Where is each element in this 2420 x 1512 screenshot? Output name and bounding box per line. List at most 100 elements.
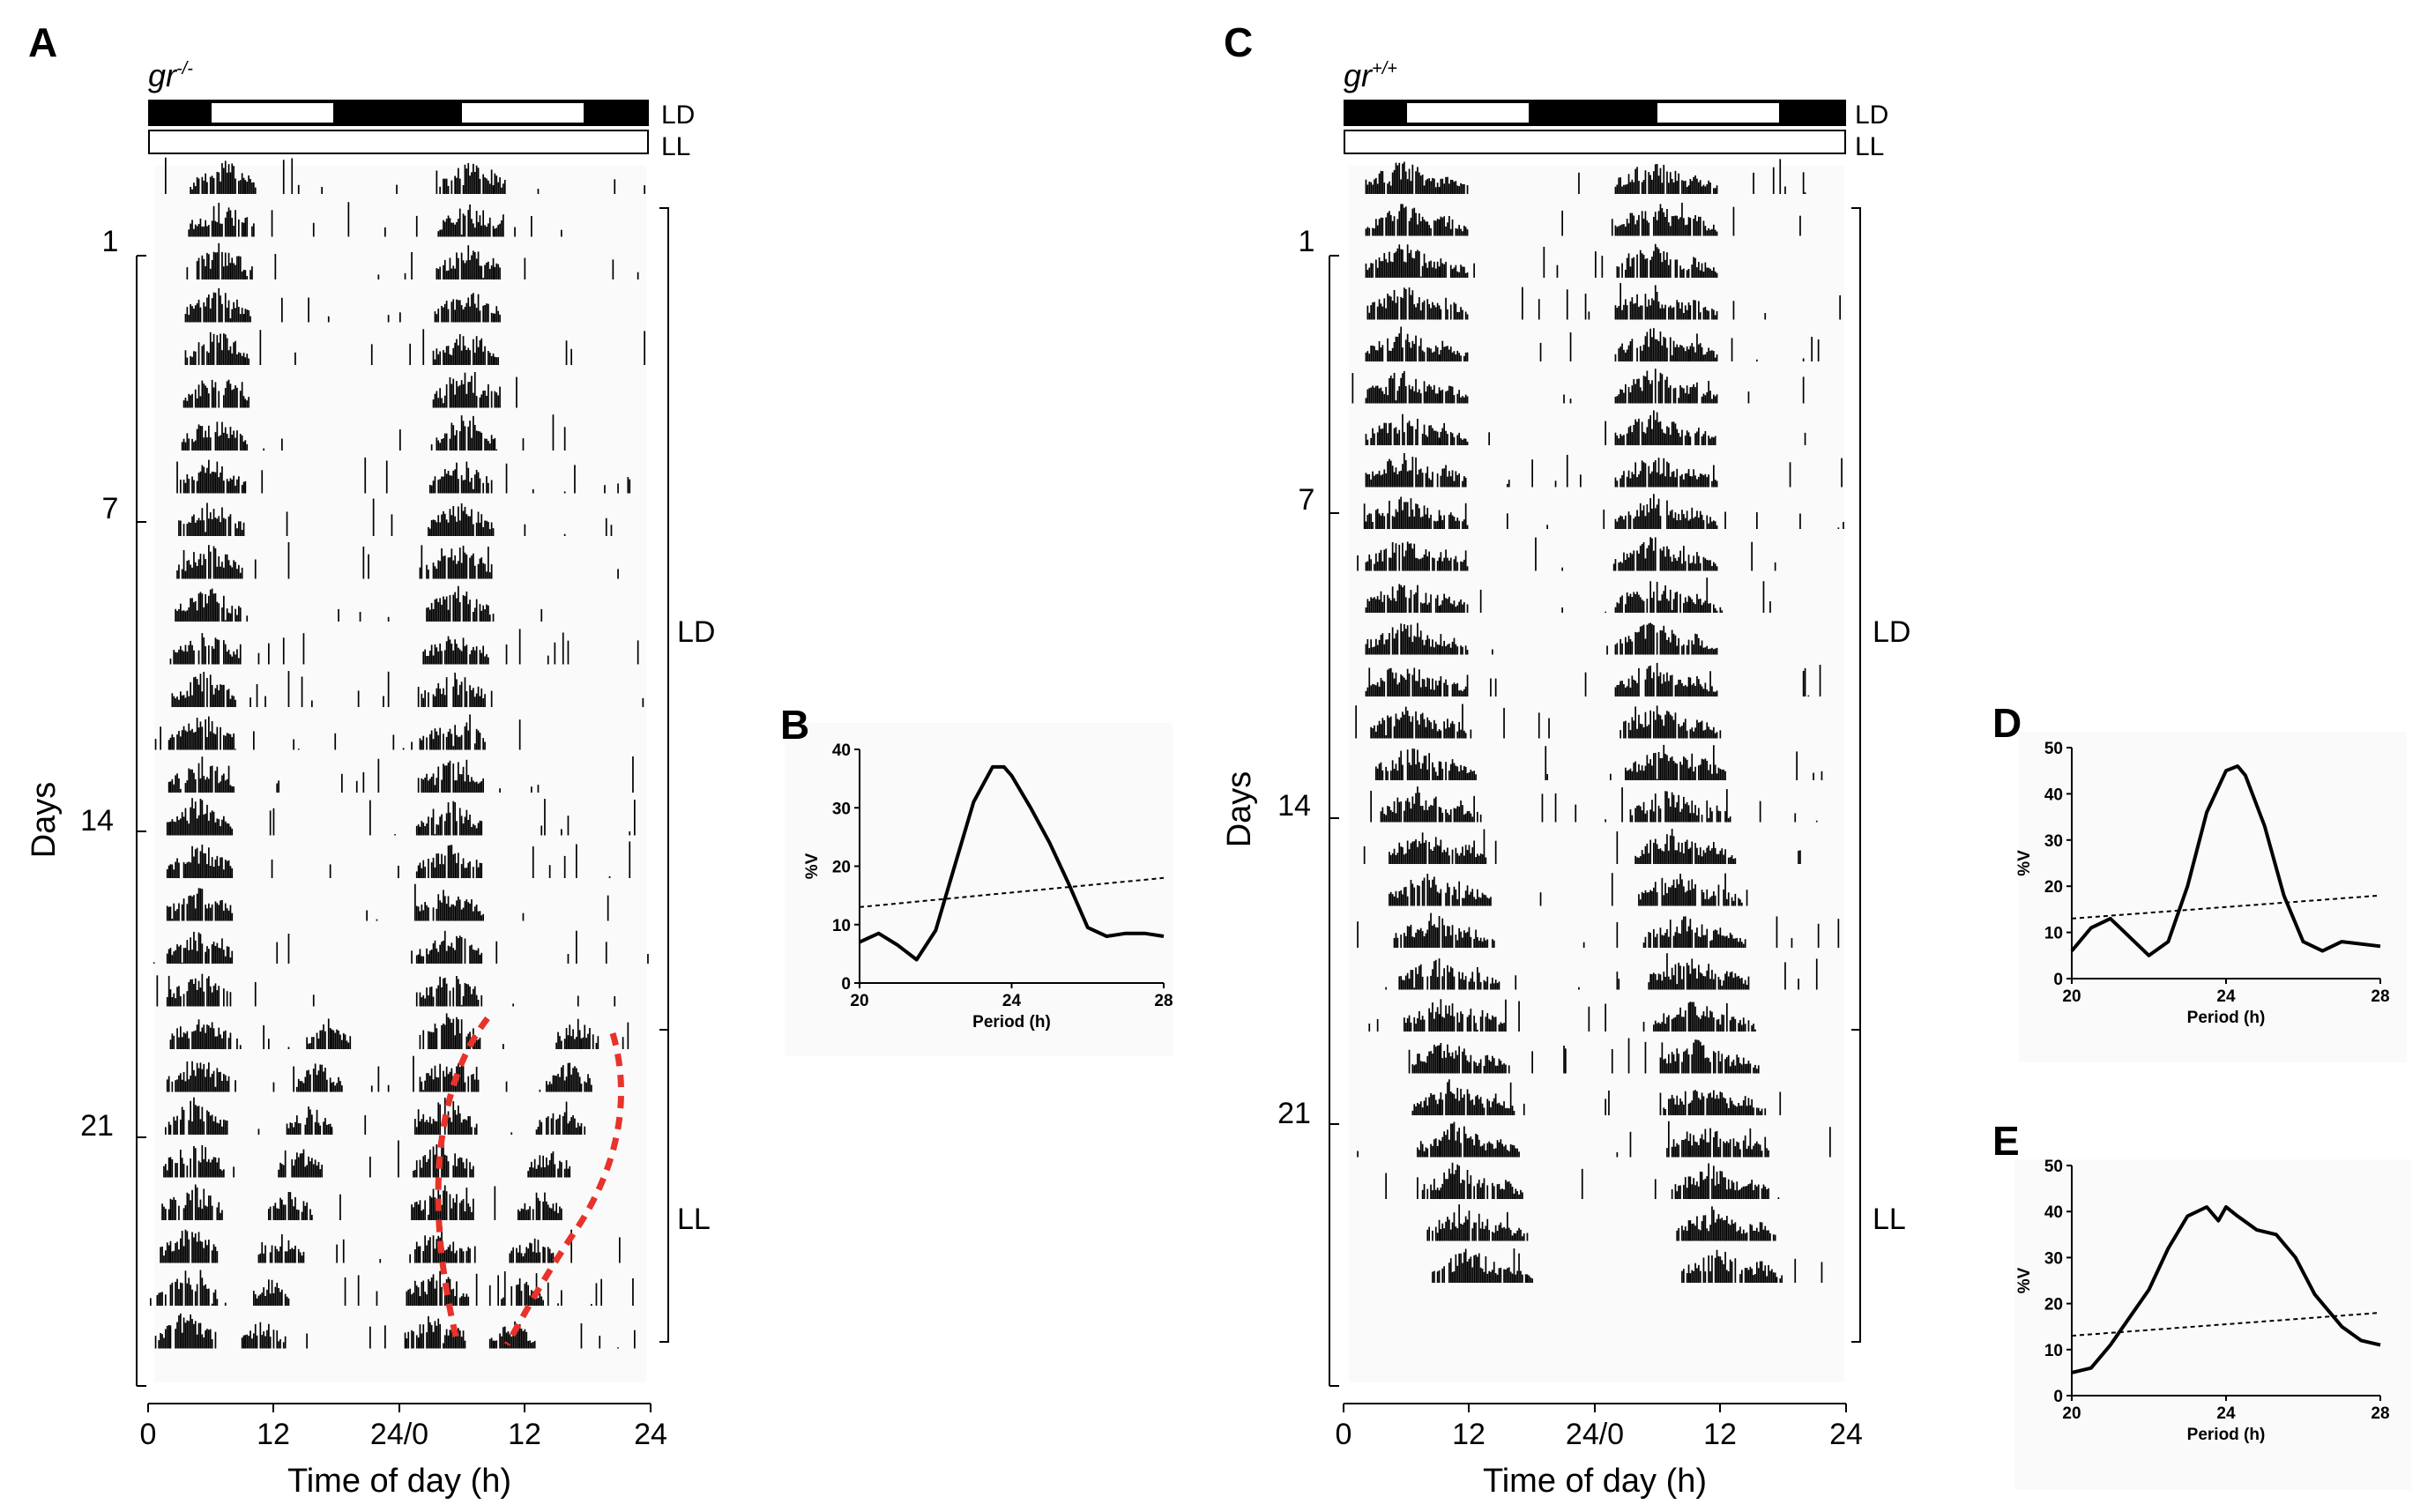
activity-bar	[244, 270, 247, 279]
activity-bar	[1669, 642, 1672, 655]
activity-bar	[495, 449, 498, 451]
activity-bar	[201, 1069, 204, 1092]
activity-bar	[199, 592, 202, 622]
activity-bar	[1410, 808, 1412, 823]
activity-bar	[1656, 979, 1658, 990]
activity-bar	[1473, 795, 1475, 823]
activity-bar	[1418, 389, 1420, 404]
activity-bar	[165, 1250, 167, 1263]
activity-bar	[1451, 642, 1454, 655]
activity-bar	[205, 220, 206, 237]
activity-bar	[527, 1341, 529, 1349]
activity-bar	[1421, 1016, 1424, 1032]
activity-bar	[184, 350, 187, 365]
activity-bar	[1644, 638, 1647, 655]
activity-bar	[1410, 426, 1412, 445]
activity-bar	[1408, 849, 1411, 864]
activity-bar	[1666, 639, 1668, 655]
activity-bar	[1686, 187, 1688, 194]
activity-bar	[1500, 1022, 1502, 1032]
activity-bar	[1462, 972, 1463, 990]
activity-bar	[1684, 436, 1687, 445]
activity-bar	[589, 1028, 591, 1049]
activity-bar	[1666, 893, 1668, 906]
activity-bar	[253, 182, 255, 194]
activity-bar	[488, 223, 489, 237]
activity-bar	[297, 1157, 300, 1178]
activity-bar	[212, 986, 215, 1007]
activity-bar	[1447, 391, 1448, 404]
activity-bar	[171, 997, 174, 1007]
activity-bar	[441, 902, 443, 921]
activity-bar	[1447, 1013, 1448, 1032]
activity-bar	[417, 865, 420, 878]
activity-bar	[484, 346, 486, 365]
activity-bar	[415, 1285, 418, 1306]
activity-bar	[253, 223, 255, 237]
activity-bar	[276, 1283, 279, 1306]
activity-bar	[1636, 632, 1638, 655]
activity-bar	[194, 601, 197, 622]
activity-bar	[201, 593, 204, 622]
activity-bar	[1711, 271, 1713, 278]
activity-bar	[456, 252, 458, 279]
activity-bar	[1426, 874, 1429, 906]
activity-bar	[1456, 185, 1459, 194]
activity-bar	[1648, 545, 1650, 571]
activity-bar	[238, 606, 240, 622]
activity-bar	[196, 428, 198, 451]
activity-bar	[168, 906, 170, 921]
activity-bar	[229, 427, 232, 451]
activity-bar	[434, 520, 436, 536]
activity-bar	[1654, 285, 1657, 320]
activity-bar	[462, 1292, 465, 1306]
activity-bar	[404, 272, 406, 279]
activity-bar	[248, 358, 249, 365]
activity-bar	[574, 1066, 576, 1092]
activity-bar	[1641, 625, 1643, 655]
activity-bar	[562, 1115, 564, 1135]
activity-bar	[1644, 936, 1647, 948]
activity-bar	[1375, 473, 1377, 488]
activity-bar	[1445, 430, 1447, 445]
activity-bar	[1365, 690, 1367, 696]
activity-bar	[220, 781, 221, 793]
activity-bar	[471, 1169, 473, 1178]
activity-bar	[1699, 562, 1701, 571]
activity-bar	[220, 435, 221, 451]
activity-bar	[196, 679, 198, 707]
activity-bar	[1706, 689, 1709, 696]
activity-bar	[1644, 711, 1647, 739]
activity-bar	[1681, 180, 1683, 194]
activity-bar	[323, 1071, 324, 1092]
activity-bar	[1687, 805, 1690, 823]
activity-bar	[1423, 644, 1426, 655]
activity-bar	[1443, 216, 1445, 236]
activity-bar	[1644, 170, 1647, 194]
activity-bar	[392, 734, 395, 750]
activity-bar	[206, 467, 208, 494]
activity-bar	[227, 612, 230, 622]
activity-bar	[166, 953, 168, 964]
activity-bar	[569, 1166, 571, 1178]
activity-bar	[368, 554, 369, 579]
activity-bar	[1699, 684, 1701, 696]
activity-bar	[1669, 385, 1672, 404]
activity-bar	[1463, 397, 1465, 404]
activity-bar	[236, 430, 238, 451]
activity-bar	[188, 768, 190, 793]
activity-bar	[1433, 876, 1435, 906]
activity-bar	[488, 180, 489, 194]
activity-bar	[190, 304, 191, 323]
activity-bar	[193, 442, 195, 451]
activity-bar	[1669, 510, 1672, 529]
activity-bar	[201, 1241, 204, 1263]
activity-bar	[1708, 474, 1709, 488]
activity-bar	[480, 952, 483, 964]
activity-bar	[1466, 1017, 1469, 1032]
activity-bar	[387, 616, 390, 622]
activity-bar	[1400, 296, 1402, 320]
activity-bar	[1704, 186, 1707, 194]
activity-bar	[1694, 433, 1696, 445]
activity-bar	[197, 815, 200, 836]
